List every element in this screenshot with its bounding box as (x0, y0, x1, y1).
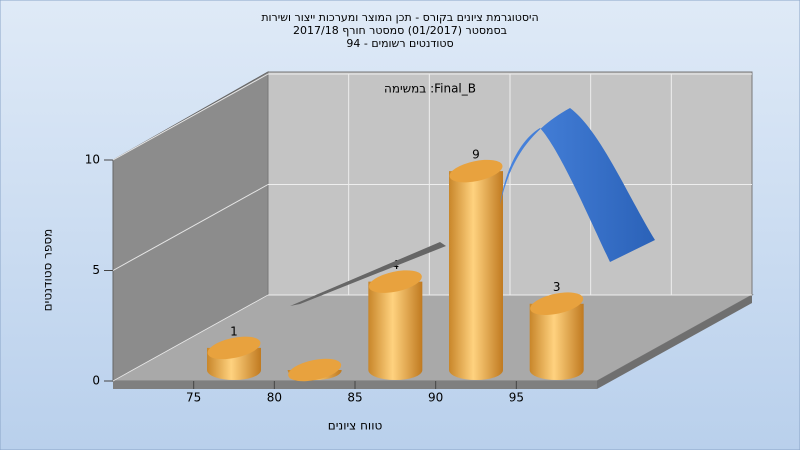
bar-top (530, 292, 584, 315)
grid-line (112, 294, 269, 382)
grid-line (112, 73, 269, 161)
bar-top (207, 336, 261, 360)
bar (207, 336, 261, 380)
x-tick-label: 95 (509, 391, 524, 405)
grid-line (112, 184, 269, 271)
bar-top (288, 358, 342, 382)
y-axis-label: מספר סטודנטים (41, 229, 55, 312)
x-axis-label: טווח ציונים (328, 419, 383, 433)
bar-top (368, 270, 422, 293)
data-label: 3 (553, 280, 561, 294)
title-line: היסטוגרמת ציונים בקורס - תכן המוצר ומערכ… (261, 11, 538, 24)
bar (368, 270, 423, 380)
x-tick-label: 75 (186, 391, 201, 405)
y-tick-label: 0 (92, 374, 100, 388)
title: היסטוגרמת ציונים בקורס - תכן המוצר ומערכ… (261, 11, 538, 50)
bar-body (368, 281, 423, 380)
normal-curve (500, 108, 655, 262)
y-tick-label: 5 (92, 263, 100, 277)
bar-body (449, 171, 503, 380)
bar-top (449, 159, 503, 183)
bar (287, 358, 342, 382)
x-tick-label: 85 (347, 391, 362, 405)
y-tick-label: 10 (85, 153, 100, 167)
data-label: 1 (230, 324, 238, 338)
curve-shadow (290, 242, 446, 306)
title-line: בסמסטר (01/2017) סמסטר חורף 2017/18 (293, 24, 507, 37)
x-tick-label: 90 (428, 391, 443, 405)
annotation: במשימה :Final_B (384, 82, 476, 96)
title-line: סטודנטים רשומים - 94 (346, 37, 453, 50)
x-tick-label: 80 (267, 391, 282, 405)
plot: 051075808590951493 (85, 73, 752, 405)
data-label: 9 (472, 148, 480, 162)
floor-side (597, 295, 752, 389)
bar (529, 292, 584, 380)
bar (449, 159, 503, 380)
bar-body (529, 303, 584, 380)
